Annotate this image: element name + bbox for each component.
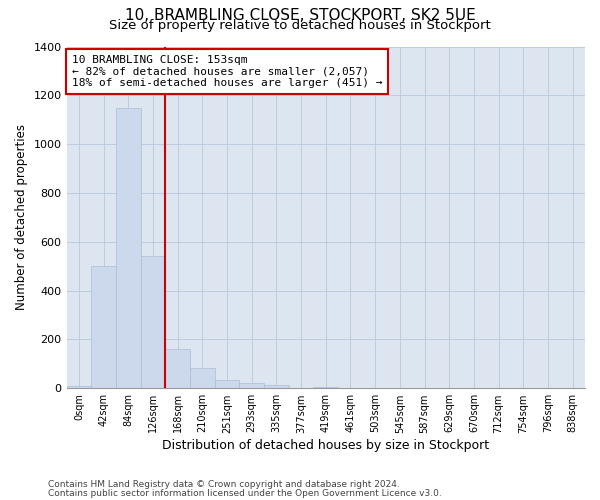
Bar [239,384,264,388]
Bar [140,256,165,388]
Text: Contains HM Land Registry data © Crown copyright and database right 2024.: Contains HM Land Registry data © Crown c… [48,480,400,489]
X-axis label: Distribution of detached houses by size in Stockport: Distribution of detached houses by size … [162,440,490,452]
Bar [165,350,190,389]
Text: Size of property relative to detached houses in Stockport: Size of property relative to detached ho… [109,19,491,32]
Bar [264,384,289,388]
Bar [313,387,338,388]
Bar [190,368,215,388]
Bar [91,266,116,388]
Text: 10, BRAMBLING CLOSE, STOCKPORT, SK2 5UE: 10, BRAMBLING CLOSE, STOCKPORT, SK2 5UE [125,8,475,23]
Text: Contains public sector information licensed under the Open Government Licence v3: Contains public sector information licen… [48,488,442,498]
Bar [67,386,91,388]
Y-axis label: Number of detached properties: Number of detached properties [15,124,28,310]
Bar [215,380,239,388]
Bar [116,108,140,388]
Text: 10 BRAMBLING CLOSE: 153sqm
← 82% of detached houses are smaller (2,057)
18% of s: 10 BRAMBLING CLOSE: 153sqm ← 82% of deta… [72,55,382,88]
